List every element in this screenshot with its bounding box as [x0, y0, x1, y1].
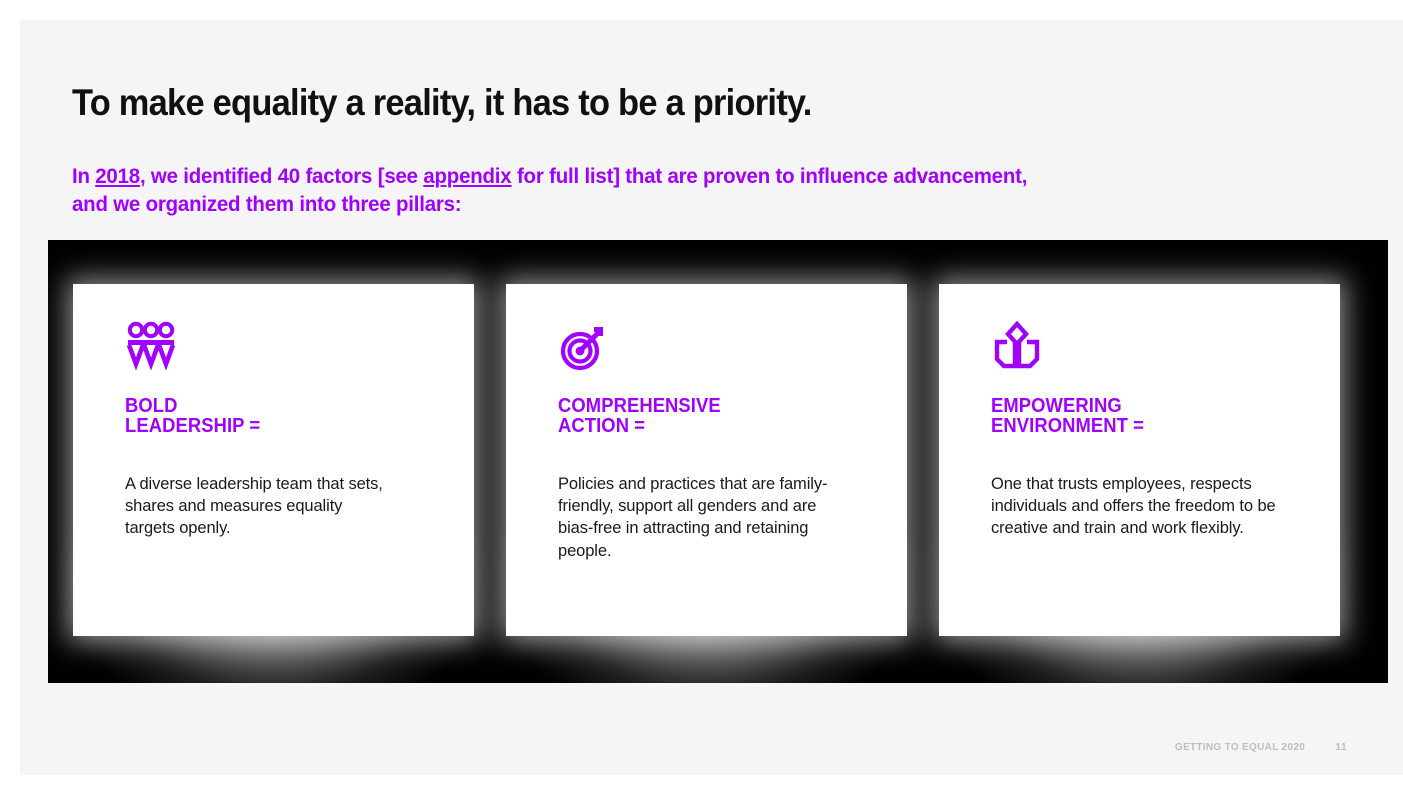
page-title: To make equality a reality, it has to be… — [72, 82, 812, 123]
footer-deck-label: GETTING TO EQUAL 2020 — [1175, 741, 1306, 753]
card-title: EMPOWERING ENVIRONMENT = — [991, 395, 1145, 438]
card-surface: COMPREHENSIVE ACTION = Policies and prac… — [506, 284, 907, 636]
card-title: BOLD LEADERSHIP = — [125, 395, 261, 438]
subtitle-text-part-3: for full list] that are proven to influe… — [72, 164, 1028, 217]
card-surface: EMPOWERING ENVIRONMENT = One that trusts… — [939, 284, 1340, 636]
target-with-arrow-icon — [558, 320, 881, 372]
footer-page-number: 11 — [1335, 741, 1347, 753]
card-title: COMPREHENSIVE ACTION = — [558, 395, 721, 438]
subtitle-text-part-1: In — [72, 164, 96, 188]
pillar-card-empowering-environment[interactable]: EMPOWERING ENVIRONMENT = One that trusts… — [911, 256, 1368, 692]
pillar-card-comprehensive-action[interactable]: COMPREHENSIVE ACTION = Policies and prac… — [478, 256, 935, 692]
card-body-text: A diverse leadership team that sets, sha… — [125, 474, 383, 538]
card-surface: BOLD LEADERSHIP = A diverse leadership t… — [73, 284, 474, 636]
slide-footer: GETTING TO EQUAL 2020 11 — [1168, 741, 1347, 753]
card-body-text: One that trusts employees, respects indi… — [991, 474, 1276, 538]
subtitle-paragraph: In 2018, we identified 40 factors [see a… — [72, 162, 1041, 219]
sprout-plant-icon — [991, 320, 1314, 372]
card-body-text: Policies and practices that are family-f… — [558, 474, 828, 560]
link-2018[interactable]: 2018 — [95, 164, 140, 188]
link-appendix[interactable]: appendix — [423, 164, 512, 188]
pillar-card-row: BOLD LEADERSHIP = A diverse leadership t… — [45, 240, 1388, 692]
pillar-card-bold-leadership[interactable]: BOLD LEADERSHIP = A diverse leadership t… — [45, 256, 502, 692]
group-of-people-icon — [125, 320, 448, 372]
subtitle-text-part-2: , we identified 40 factors [see — [139, 164, 424, 188]
slide-canvas: To make equality a reality, it has to be… — [20, 20, 1403, 775]
